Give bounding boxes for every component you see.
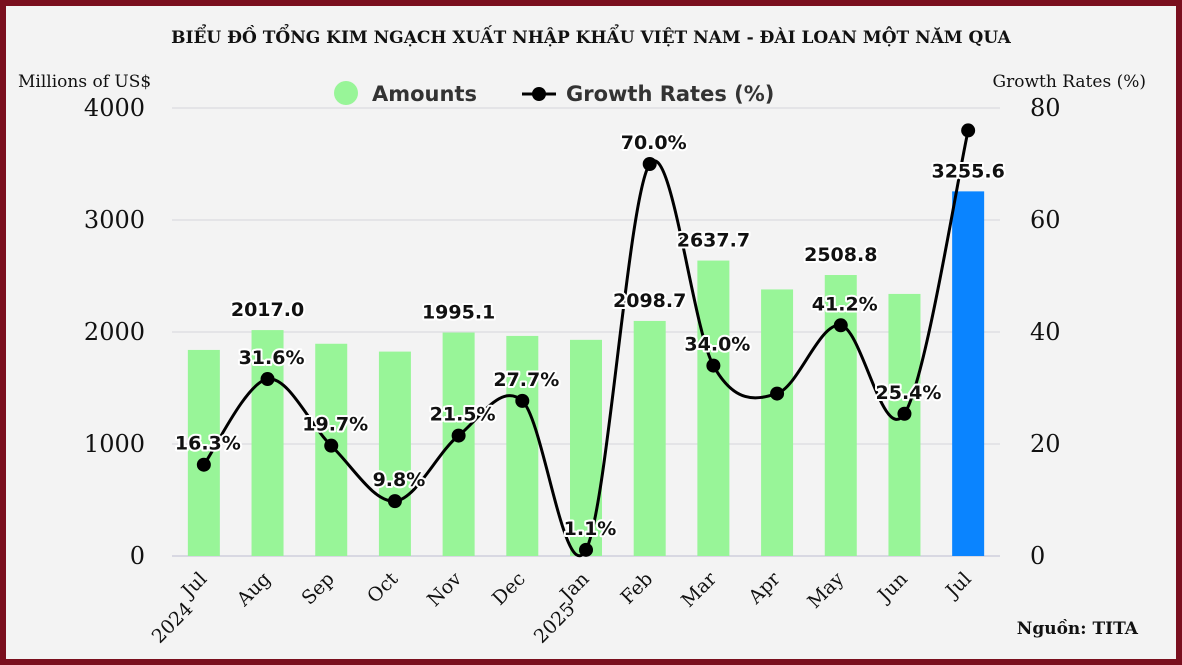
legend-label-amounts: Amounts — [372, 82, 477, 106]
x-tick-label: Jun — [872, 568, 912, 608]
y-tick-label-left: 1000 — [84, 430, 145, 458]
growth-point — [260, 372, 275, 387]
chart-title: BIỂU ĐỒ TỔNG KIM NGẠCH XUẤT NHẬP KHẨU VI… — [171, 28, 1011, 48]
growth-point — [324, 438, 339, 453]
legend-swatch-amounts — [334, 81, 358, 105]
bar — [251, 330, 284, 556]
growth-value-label: 25.4% — [876, 382, 942, 404]
y-tick-label-right: 0 — [1030, 542, 1045, 570]
y-axis-title-left: Millions of US$ — [18, 72, 152, 92]
growth-value-label: 31.6% — [239, 347, 305, 369]
growth-point — [515, 393, 530, 408]
growth-value-label: 70.0% — [621, 132, 687, 154]
bar — [761, 289, 794, 556]
bar — [952, 191, 985, 556]
growth-point — [706, 358, 721, 373]
growth-point — [897, 406, 912, 421]
y-tick-label-right: 60 — [1030, 206, 1061, 234]
growth-point — [642, 157, 657, 171]
growth-value-label: 27.7% — [493, 369, 559, 391]
y-tick-label-left: 2000 — [84, 318, 145, 346]
growth-point — [579, 542, 593, 557]
x-year-label: 2024 — [148, 598, 198, 648]
growth-value-label: 34.0% — [684, 334, 750, 356]
legend: Amounts Growth Rates (%) — [334, 81, 774, 106]
growth-point — [961, 123, 976, 138]
bar — [570, 339, 602, 556]
legend-swatch-marker — [532, 87, 546, 101]
bar — [506, 335, 539, 556]
growth-point — [387, 494, 402, 509]
y-tick-label-left: 3000 — [84, 206, 145, 234]
x-tick-label: May — [803, 568, 848, 613]
growth-value-label: 9.8% — [373, 469, 426, 491]
bar-layer — [187, 191, 985, 556]
growth-value-label: 1.1% — [564, 518, 617, 540]
legend-label-growth: Growth Rates (%) — [566, 82, 774, 106]
growth-value-label: 19.7% — [302, 414, 368, 436]
y-tick-label-right: 40 — [1030, 318, 1061, 346]
bar — [378, 351, 411, 556]
y-tick-label-right: 80 — [1030, 94, 1061, 122]
x-tick-label: Mar — [677, 567, 721, 611]
x-tick-label: Jul — [940, 568, 975, 603]
line-layer — [196, 123, 976, 558]
x-year-label: 2025 — [530, 598, 580, 648]
bar — [888, 293, 921, 556]
x-tick-label: Dec — [488, 568, 530, 610]
growth-value-label: 16.3% — [175, 433, 241, 455]
y-tick-label-right: 20 — [1030, 430, 1061, 458]
growth-point — [770, 386, 785, 401]
bar-value-label: 1995.1 — [422, 302, 495, 324]
x-tick-label: Sep — [297, 568, 338, 609]
bar-value-label: 3255.6 — [931, 160, 1004, 182]
bar — [824, 275, 857, 556]
x-tick-label: Nov — [423, 568, 466, 611]
source-note: Nguồn: TITA — [1016, 619, 1138, 639]
growth-point — [833, 318, 848, 333]
growth-value-label: 21.5% — [430, 404, 496, 426]
bar — [442, 332, 475, 556]
bar — [633, 320, 666, 556]
bar — [187, 349, 220, 556]
growth-point — [196, 457, 211, 472]
growth-point — [451, 428, 466, 443]
bar-value-label: 2098.7 — [613, 290, 686, 312]
bar — [697, 260, 730, 556]
x-tick-label: Aug — [232, 568, 275, 611]
bar-value-label: 2637.7 — [677, 230, 750, 252]
x-tick-label: Oct — [363, 568, 403, 608]
bar-value-label: 2508.8 — [804, 244, 877, 266]
y-tick-label-left: 4000 — [84, 94, 145, 122]
growth-value-label: 41.2% — [812, 293, 878, 315]
growth-line — [202, 130, 970, 558]
y-axis-title-right: Growth Rates (%) — [992, 72, 1146, 92]
x-tick-label: Feb — [617, 568, 658, 609]
y-tick-label-left: 0 — [130, 542, 145, 570]
x-tick-label: Apr — [744, 567, 786, 609]
bar-value-label: 2017.0 — [231, 299, 304, 321]
label-layer: 2017.0 1995.1 2098.7 2637.7 2508.8 3255.6 16.3… — [173, 130, 1007, 542]
